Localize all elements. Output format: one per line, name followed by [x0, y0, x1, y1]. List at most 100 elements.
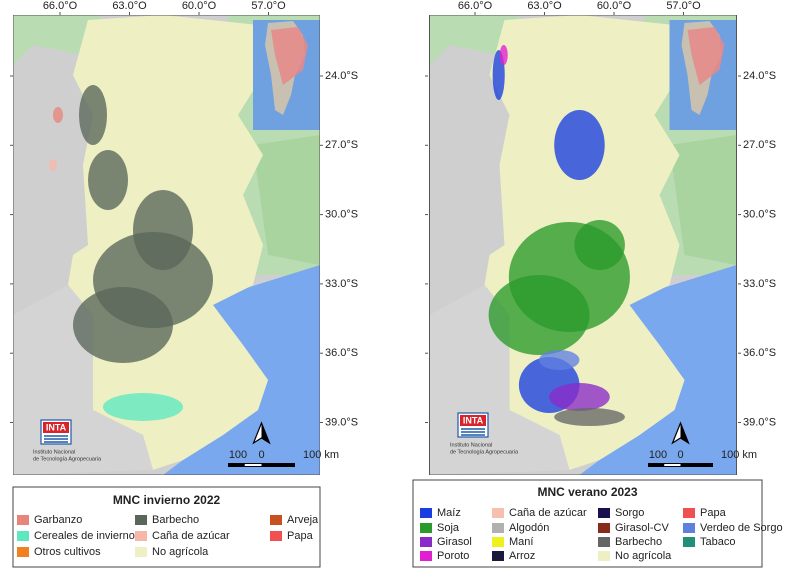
- legend-label: Papa: [700, 507, 727, 519]
- map-panel: 66.0°O 63.0°O 60.0°O 57.0°O 24.0°S 27.0°S 30.0…: [10, 0, 358, 568]
- legend-title: MNC invierno 2022: [113, 493, 221, 507]
- legend-label: Barbecho: [615, 536, 662, 548]
- legend-swatch: [135, 547, 147, 557]
- logo-caption: Instituto Nacional: [33, 449, 75, 455]
- legend-swatch: [135, 515, 147, 525]
- lat-label: 36.0°S: [743, 347, 776, 359]
- legend-swatch: [683, 523, 695, 533]
- legend-label: Tabaco: [700, 536, 735, 548]
- scale-label: 0: [677, 449, 683, 461]
- crop-area: [79, 85, 107, 145]
- lat-label: 36.0°S: [325, 347, 358, 359]
- lat-label: 33.0°S: [743, 278, 776, 290]
- scale-label: 0: [258, 449, 264, 461]
- scale-label: 100 km: [721, 449, 757, 461]
- legend-swatch: [420, 537, 432, 547]
- crop-area: [539, 350, 580, 370]
- lon-label: 66.0°O: [458, 0, 493, 12]
- legend-swatch: [683, 537, 695, 547]
- crop-area: [73, 287, 173, 363]
- legend-label: Barbecho: [152, 514, 199, 526]
- legend-swatch: [683, 508, 695, 518]
- lon-label: 57.0°O: [666, 0, 701, 12]
- lat-label: 39.0°S: [325, 416, 358, 428]
- legend-box: [412, 479, 763, 568]
- logo-name: INTA: [46, 422, 67, 432]
- lon-label: 63.0°O: [527, 0, 562, 12]
- legend-title: MNC verano 2023: [537, 485, 637, 499]
- logo-band: [460, 415, 486, 426]
- legend-label: Verdeo de Sorgo: [700, 522, 783, 534]
- lon-label: 60.0°O: [597, 0, 632, 12]
- crop-area: [103, 393, 183, 421]
- scale-label: 100 km: [303, 449, 339, 461]
- lat-label: 30.0°S: [325, 209, 358, 221]
- crop-area: [554, 110, 605, 180]
- legend-label: Maní: [509, 536, 533, 548]
- crop-area: [488, 275, 590, 355]
- lon-label: 63.0°O: [112, 0, 147, 12]
- crop-area: [574, 220, 625, 270]
- legend-label: Cereales de invierno: [34, 530, 135, 542]
- logo-caption: de Tecnología Agropecuaria: [33, 456, 102, 462]
- legend-label: Algodón: [509, 522, 549, 534]
- legend-swatch: [492, 523, 504, 533]
- map-panels: 66.0°O 63.0°O 60.0°O 57.0°O 24.0°S 27.0°S 30.0…: [10, 0, 783, 568]
- north-arrow-half: [680, 423, 689, 443]
- legend-swatch: [17, 515, 29, 525]
- scale-label: 100: [229, 449, 247, 461]
- crop-area: [554, 408, 625, 426]
- legend-swatch: [17, 531, 29, 541]
- lat-label: 27.0°S: [325, 139, 358, 151]
- logo-name: INTA: [463, 415, 484, 425]
- lon-label: 57.0°O: [251, 0, 286, 12]
- legend-label: Otros cultivos: [34, 546, 101, 558]
- legend-swatch: [420, 523, 432, 533]
- legend-label: Arroz: [509, 550, 535, 562]
- legend-label: Soja: [437, 522, 460, 534]
- legend-swatch: [492, 508, 504, 518]
- logo-band: [43, 422, 69, 433]
- legend-label: No agrícola: [152, 546, 209, 558]
- legend-swatch: [270, 531, 282, 541]
- map-panel: 66.0°O 63.0°O 60.0°O 57.0°O 24.0°S 27.0°S 30.0…: [412, 0, 783, 568]
- legend-label: Sorgo: [615, 507, 644, 519]
- legend-swatch: [598, 523, 610, 533]
- lon-label: 60.0°O: [182, 0, 217, 12]
- crop-area: [549, 383, 610, 411]
- legend-label: Maíz: [437, 507, 461, 519]
- lat-label: 33.0°S: [325, 278, 358, 290]
- legend-label: Papa: [287, 530, 314, 542]
- legend-label: Caña de azúcar: [152, 530, 230, 542]
- legend-label: Arveja: [287, 514, 319, 526]
- logo-caption: de Tecnología Agropecuaria: [450, 449, 519, 455]
- legend-swatch: [270, 515, 282, 525]
- scale-bar-seg: [244, 464, 262, 466]
- legend-label: Girasol: [437, 536, 472, 548]
- lat-label: 27.0°S: [743, 139, 776, 151]
- lat-label: 24.0°S: [325, 70, 358, 82]
- lon-label: 66.0°O: [43, 0, 78, 12]
- scale-label: 100: [649, 449, 667, 461]
- legend-box: [12, 486, 321, 568]
- legend-swatch: [598, 537, 610, 547]
- crop-area: [49, 159, 57, 171]
- north-arrow-half: [261, 423, 270, 443]
- legend-swatch: [598, 551, 610, 561]
- legend-swatch: [492, 551, 504, 561]
- legend-swatch: [135, 531, 147, 541]
- legend-label: Garbanzo: [34, 514, 82, 526]
- scale-bar-seg: [664, 464, 681, 466]
- lat-label: 24.0°S: [743, 70, 776, 82]
- legend-label: Girasol-CV: [615, 522, 669, 534]
- legend-label: Poroto: [437, 550, 469, 562]
- legend-swatch: [598, 508, 610, 518]
- lat-label: 39.0°S: [743, 416, 776, 428]
- legend-swatch: [420, 551, 432, 561]
- legend-label: Caña de azúcar: [509, 507, 587, 519]
- crop-area: [53, 107, 63, 123]
- lat-label: 30.0°S: [743, 209, 776, 221]
- legend-swatch: [420, 508, 432, 518]
